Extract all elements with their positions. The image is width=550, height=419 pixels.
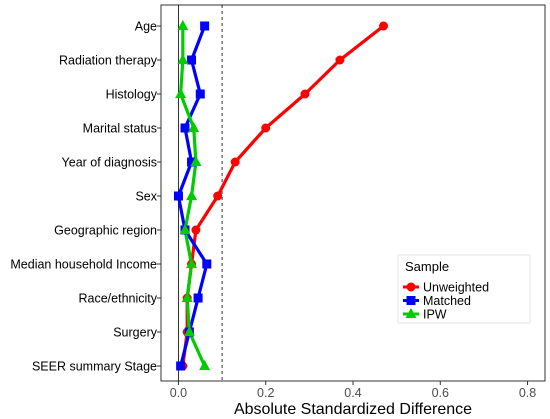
legend-label-matched: Matched (423, 294, 471, 308)
point-ipw-radiation-therapy (177, 53, 189, 65)
point-ipw-surgery (183, 325, 195, 337)
point-unweighted-geographic-region (191, 225, 201, 235)
point-unweighted-sex (213, 191, 223, 201)
point-matched-age (200, 21, 210, 31)
point-unweighted-age (379, 21, 389, 31)
point-ipw-age (177, 19, 189, 31)
y-tick-label-histology: Histology (106, 88, 158, 102)
x-tick-label-0-4: 0.4 (344, 386, 361, 400)
x-axis: 0.0 0.2 0.4 0.6 0.8 (170, 381, 536, 400)
y-tick-label-median-household-income: Median household Income (10, 258, 157, 272)
legend-box (397, 254, 531, 324)
x-tick-label-0-0: 0.0 (170, 386, 187, 400)
legend-key-marker-ipw (405, 307, 417, 319)
point-ipw-year-of-diagnosis (190, 155, 202, 167)
point-matched-marital-status (180, 123, 190, 133)
y-tick-label-surgery: Surgery (113, 326, 158, 340)
legend-title: Sample (405, 259, 449, 274)
point-matched-median-household-income (202, 259, 212, 269)
y-tick-label-race-ethnicity: Race/ethnicity (78, 292, 157, 306)
x-axis-label: Absolute Standardized Difference (234, 401, 472, 418)
point-matched-histology (195, 89, 205, 99)
y-tick-label-age: Age (135, 20, 157, 34)
y-tick-label-seer-summary-stage: SEER summary Stage (32, 360, 157, 374)
point-matched-radiation-therapy (187, 55, 197, 65)
point-ipw-race-ethnicity (181, 291, 193, 303)
y-tick-label-radiation-therapy: Radiation therapy (59, 54, 158, 68)
legend-key-marker-unweighted (406, 282, 416, 292)
point-ipw-histology (175, 87, 187, 99)
y-tick-label-year-of-diagnosis: Year of diagnosis (62, 156, 157, 170)
point-unweighted-year-of-diagnosis (230, 157, 240, 167)
x-tick-label-0-2: 0.2 (257, 386, 274, 400)
point-matched-year-of-diagnosis (187, 157, 197, 167)
point-ipw-marital-status (188, 121, 200, 133)
point-matched-seer-summary-stage (176, 361, 186, 371)
series-points-ipw (175, 19, 211, 371)
point-ipw-seer-summary-stage (199, 359, 211, 371)
y-tick-label-marital-status: Marital status (83, 122, 157, 136)
point-matched-sex (173, 191, 183, 201)
x-tick-label-0-8: 0.8 (519, 386, 536, 400)
point-unweighted-marital-status (261, 123, 271, 133)
point-ipw-sex (186, 189, 198, 201)
point-ipw-median-household-income (186, 257, 198, 269)
point-unweighted-histology (300, 89, 310, 99)
y-axis: Age Radiation therapy Histology Marital sta… (10, 20, 161, 374)
series-markers (173, 19, 389, 371)
legend-label-unweighted: Unweighted (423, 281, 489, 295)
x-tick-label-0-6: 0.6 (432, 386, 449, 400)
point-matched-race-ethnicity (193, 293, 203, 303)
y-tick-label-geographic-region: Geographic region (54, 224, 157, 238)
legend-key-marker-matched (406, 296, 416, 305)
point-ipw-geographic-region (179, 223, 191, 235)
point-unweighted-radiation-therapy (335, 55, 345, 65)
legend-label-ipw: IPW (423, 308, 447, 322)
y-tick-label-sex: Sex (135, 190, 157, 204)
